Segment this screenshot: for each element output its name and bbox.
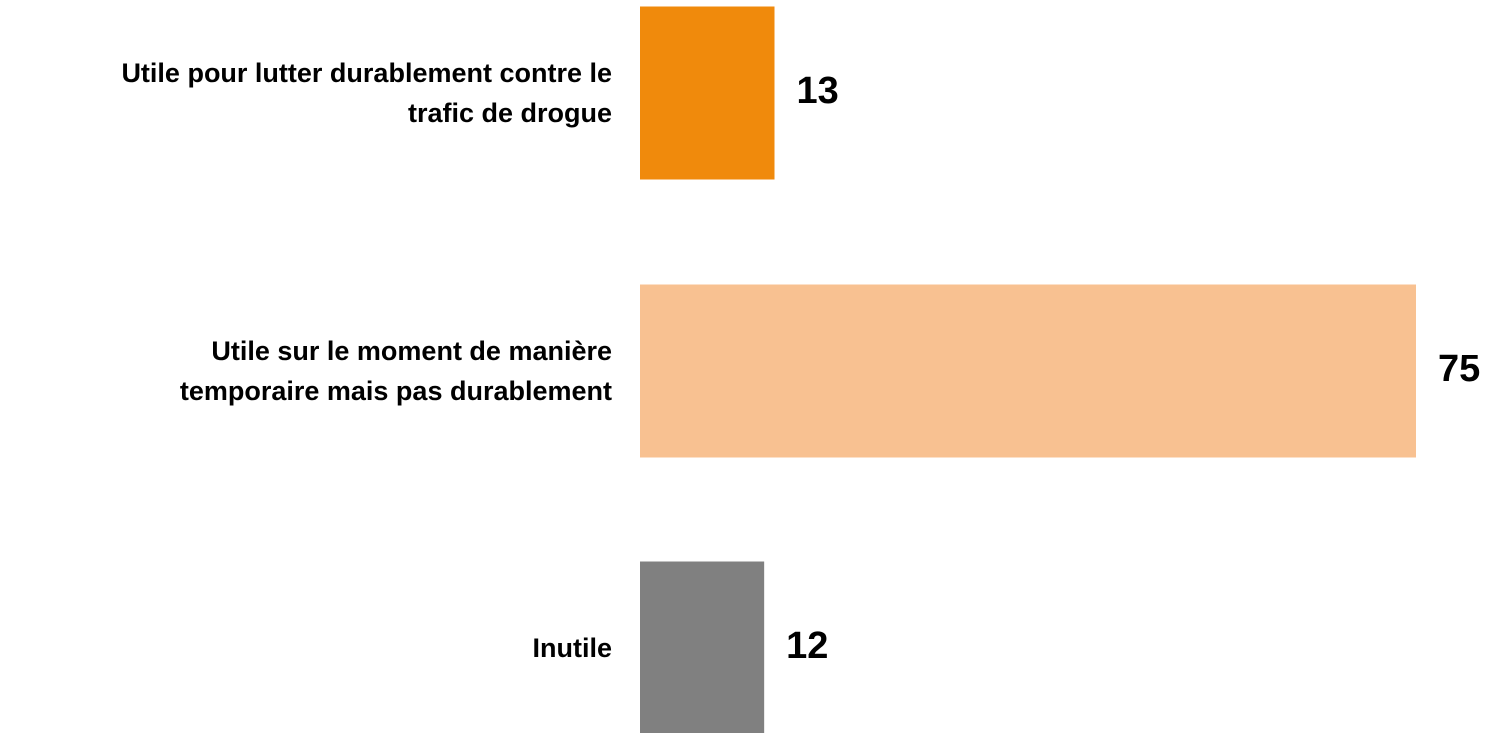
bar	[640, 561, 765, 733]
bar	[640, 6, 775, 180]
bar	[640, 284, 1416, 458]
value-label: 13	[797, 70, 839, 112]
category-label: Utile pour lutter durablement contre le …	[121, 58, 612, 128]
category-label: Utile sur le moment de manière temporair…	[179, 336, 612, 406]
value-label: 75	[1438, 348, 1480, 390]
value-label: 12	[786, 625, 828, 667]
category-label: Inutile	[532, 633, 613, 663]
